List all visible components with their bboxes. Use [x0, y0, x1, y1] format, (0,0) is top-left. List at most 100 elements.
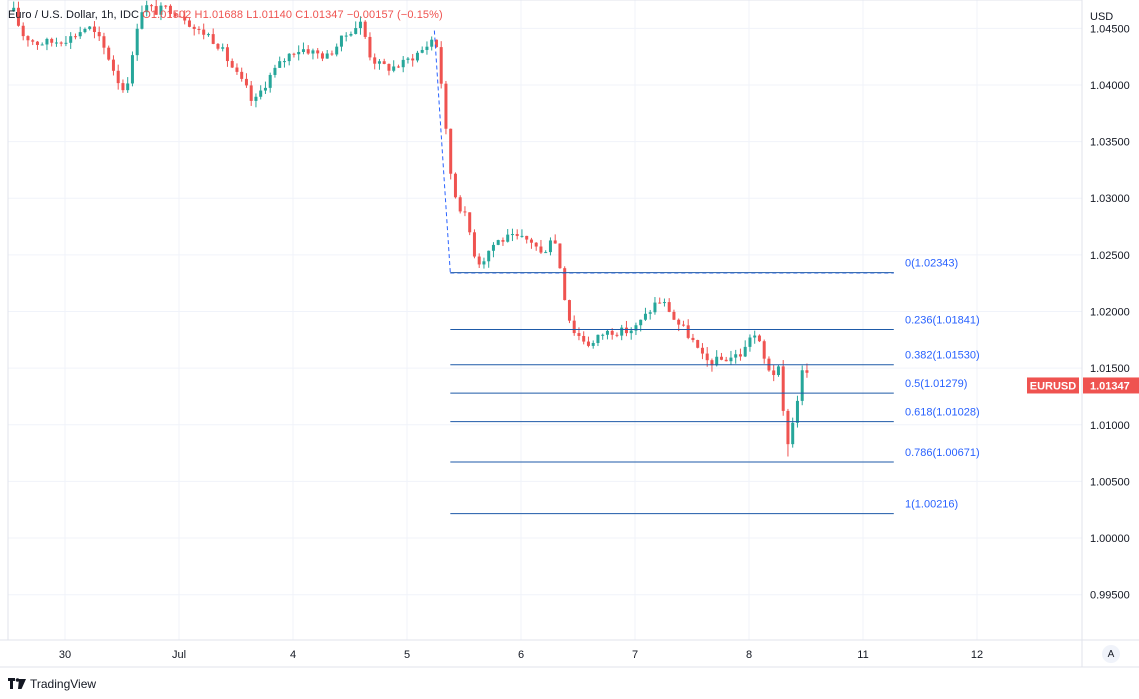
candle-body: [648, 312, 652, 314]
candle-body: [121, 83, 125, 91]
candle-body: [734, 354, 738, 358]
candle-body: [211, 34, 215, 44]
close-value: C1.01347: [295, 9, 344, 21]
candle-body: [715, 356, 719, 366]
candle-body: [534, 242, 538, 247]
candle-body: [596, 334, 600, 344]
candle-body: [681, 324, 685, 326]
candle-body: [696, 340, 700, 348]
symbol-title: Euro / U.S. Dollar, 1h, IDC: [8, 9, 140, 21]
candle-body: [377, 61, 381, 64]
candle-body: [311, 50, 315, 54]
candle-body: [349, 33, 353, 36]
candle-body: [54, 42, 58, 44]
candle-body: [449, 128, 453, 174]
candle-body: [83, 28, 87, 33]
candle-body: [477, 256, 481, 265]
candle-body: [620, 327, 624, 336]
candle-body: [658, 302, 662, 304]
candle-body: [354, 28, 358, 34]
candle-body: [539, 246, 543, 253]
candle-body: [510, 234, 514, 236]
candle-body: [791, 422, 795, 445]
candle-body: [73, 36, 77, 38]
candle-body: [145, 5, 149, 13]
candle-body: [415, 52, 419, 61]
y-tick-label: 1.03000: [1090, 193, 1130, 205]
candle-body: [762, 341, 766, 359]
candle-body: [173, 13, 177, 17]
candle-body: [672, 311, 676, 320]
y-tick-label: 1.00000: [1090, 533, 1130, 545]
fib-level-label: 0(1.02343): [905, 258, 958, 270]
candle-body: [719, 356, 723, 360]
candle-body: [667, 302, 671, 312]
candle-body: [387, 63, 391, 71]
fib-level-label: 0.5(1.01279): [905, 378, 967, 390]
candle-body: [159, 5, 163, 15]
candle-body: [107, 47, 111, 60]
candle-body: [235, 67, 239, 72]
candle-body: [439, 47, 443, 84]
candle-body: [50, 38, 54, 43]
x-tick-label: 12: [971, 649, 983, 661]
x-tick-label: 8: [746, 649, 752, 661]
candle-body: [183, 16, 187, 21]
open-value: O1.01502: [142, 9, 192, 21]
candle-body: [368, 36, 372, 58]
candle-body: [501, 240, 505, 242]
candle-body: [301, 49, 305, 52]
chart-header: Euro / U.S. Dollar, 1h, IDC O1.01502 H1.…: [8, 9, 443, 21]
candle-body: [31, 40, 35, 42]
high-value: H1.01688: [194, 9, 244, 21]
candle-body: [444, 83, 448, 129]
candle-body: [425, 46, 429, 50]
candle-body: [643, 313, 647, 320]
x-tick-label: 30: [59, 649, 71, 661]
tradingview-logo-icon: [8, 678, 26, 690]
candle-body: [458, 197, 462, 212]
candle-body: [691, 337, 695, 341]
x-tick-label: 4: [290, 649, 296, 661]
x-tick-label: 11: [857, 649, 868, 661]
candle-body: [168, 5, 172, 14]
currency-label: USD: [1090, 11, 1113, 23]
candle-body: [259, 90, 263, 97]
y-tick-label: 1.00500: [1090, 476, 1130, 488]
candle-body: [520, 235, 524, 237]
candle-body: [639, 319, 643, 326]
candle-body: [781, 366, 785, 411]
candle-body: [278, 61, 282, 68]
candle-body: [724, 359, 728, 362]
candle-body: [64, 42, 68, 44]
candle-body: [738, 354, 742, 357]
candle-body: [149, 5, 153, 7]
fib-level-label: 1(1.00216): [905, 499, 958, 511]
x-tick-label: 5: [404, 649, 410, 661]
candle-body: [88, 26, 92, 29]
candle-body: [558, 243, 562, 269]
candle-body: [249, 85, 253, 101]
candle-body: [591, 343, 595, 346]
candle-body: [757, 335, 761, 342]
candle-body: [753, 335, 757, 338]
candle-body: [615, 334, 619, 336]
x-tick-label: 7: [632, 649, 638, 661]
candle-body: [306, 49, 310, 54]
candle-body: [12, 7, 16, 12]
auto-scale-button[interactable]: A: [1102, 645, 1120, 663]
candle-body: [529, 239, 533, 243]
candle-body: [577, 333, 581, 336]
candle-body: [244, 78, 248, 86]
candle-body: [192, 26, 196, 29]
candle-body: [610, 330, 614, 335]
candle-body: [358, 21, 362, 29]
candle-body: [729, 357, 733, 362]
candle-body: [548, 240, 552, 253]
candle-body: [263, 87, 267, 91]
candle-body: [339, 35, 343, 47]
candle-body: [786, 410, 790, 445]
x-tick-label: 6: [518, 649, 524, 661]
